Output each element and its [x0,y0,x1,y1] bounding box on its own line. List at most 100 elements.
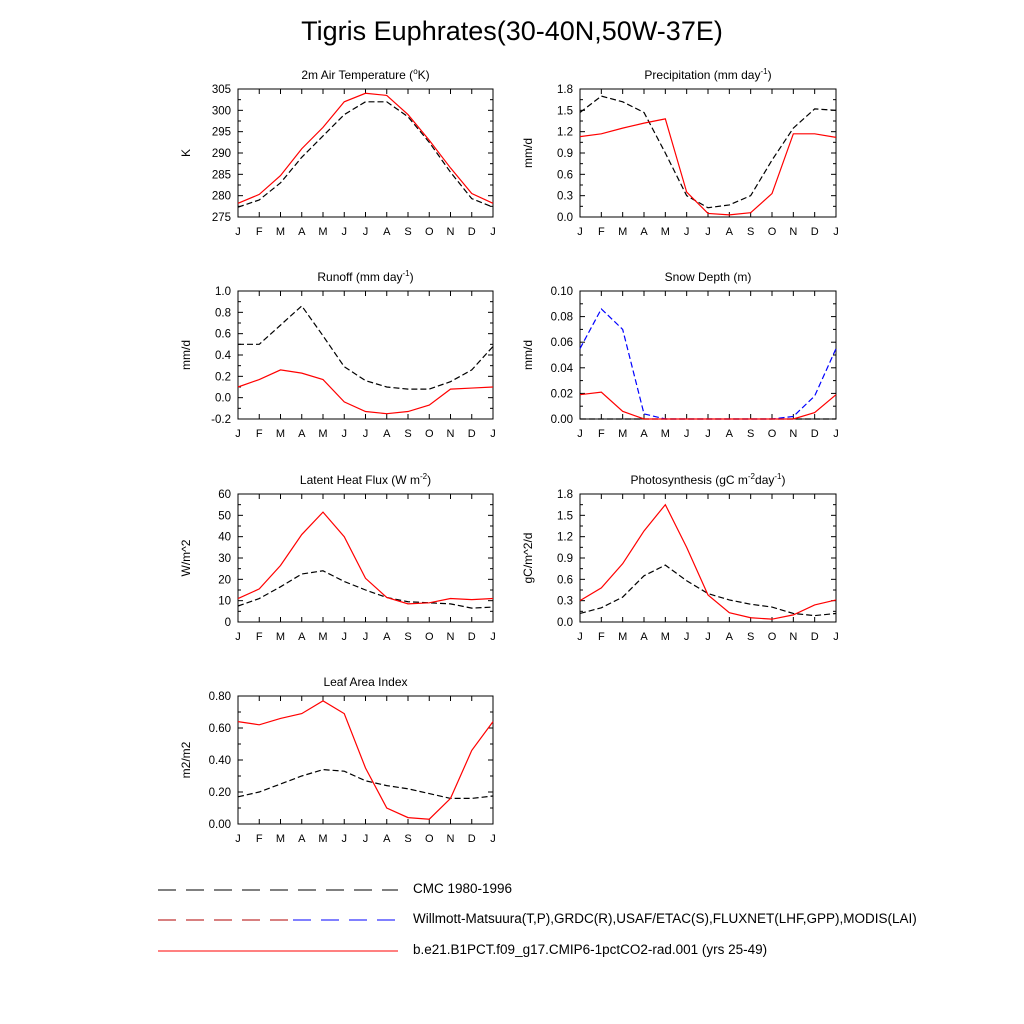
x-tick-label: M [276,631,285,643]
panel-title: Precipitation (mm day-1) [644,67,771,82]
y-tick-label: 0.02 [551,388,573,400]
x-tick-label: J [705,226,711,238]
x-tick-label: J [235,631,241,643]
y-tick-label: 0.0 [557,617,573,629]
y-tick-label: 0.4 [215,350,232,362]
x-tick-label: A [298,631,306,643]
y-tick-label: 0.60 [209,723,231,735]
x-tick-label: J [833,226,839,238]
x-tick-label: F [598,428,605,440]
panel-title: Latent Heat Flux (W m-2) [300,472,431,487]
y-tick-label: -0.2 [211,414,231,426]
x-tick-label: J [833,631,839,643]
x-tick-label: J [342,226,348,238]
figure-title: Tigris Euphrates(30-40N,50W-37E) [301,16,723,46]
x-tick-label: S [404,833,411,845]
y-tick-label: 0.06 [551,337,573,349]
x-tick-label: A [726,428,734,440]
x-tick-label: J [577,428,583,440]
x-tick-label: J [490,833,496,845]
y-tick-label: 0.40 [209,755,231,767]
x-tick-label: J [577,631,583,643]
x-tick-label: J [833,428,839,440]
panel-snow-depth: J F M A M J J A S O N D J 0.00 0.02 0.04 0.06 0.08 0.10 Sno… [521,270,839,440]
y-tick-label: 0.6 [557,574,573,586]
y-tick-label: 50 [218,510,231,522]
panel-title-text: 2m Air Temperature ( [301,68,413,82]
y-tick-label: 1.8 [557,84,573,96]
x-tick-label: M [318,631,327,643]
x-tick-label: S [404,226,411,238]
x-tick-label: M [661,226,670,238]
panel-photosynthesis: J F M A M J J A S O N D J 0.0 0.3 0.6 0.9 1.2 1.5 1.8 Photos… [521,472,839,643]
plot-frame [579,493,837,623]
series-line-cmc [238,305,494,390]
x-tick-label: J [490,226,496,238]
panel-runoff: J F M A M J J A S O N D J-0.20.00.20.40.60.81.0Runof… [179,269,496,440]
panel-title-text: Precipitation (mm day [644,68,760,82]
x-tick-label: A [726,226,734,238]
legend-label-obs: Willmott-Matsuura(T,P),GRDC(R),USAF/ETAC… [413,911,917,926]
y-tick-label: 1.8 [557,489,573,501]
y-tick-label: 20 [218,574,231,586]
panel-title-baseline: ) [768,68,772,82]
y-axis-label: mm/d [521,340,535,370]
legend-swatch-model [158,950,398,952]
x-tick-label: A [383,226,391,238]
x-tick-label: M [318,226,327,238]
plot-frame [237,290,494,420]
series-line-cmc [237,101,494,208]
y-tick-label: 295 [212,127,231,139]
panel-title-baseline: ) [782,473,786,487]
x-tick-label: A [640,631,648,643]
x-tick-label: F [256,833,263,845]
x-tick-label: A [298,226,306,238]
x-tick-label: J [342,833,348,845]
y-tick-label: 1.0 [215,286,231,298]
x-tick-label: F [256,428,263,440]
y-tick-label: 0.20 [209,787,231,799]
x-tick-label: A [640,226,648,238]
plot-frame [579,88,837,218]
y-tick-label: 1.2 [557,532,573,544]
x-tick-label: O [425,428,434,440]
x-tick-label: M [276,226,285,238]
y-tick-label: 0.0 [557,212,573,224]
x-tick-label: F [598,631,605,643]
y-tick-label: 30 [218,553,231,565]
x-tick-label: J [490,428,496,440]
x-tick-label: J [705,631,711,643]
panel-title: 2m Air Temperature (oK) [301,67,429,82]
x-tick-label: M [276,833,285,845]
y-tick-label: 280 [212,191,231,203]
y-axis-label: m2/m2 [179,741,193,778]
x-tick-label: M [661,428,670,440]
y-tick-label: 0.3 [557,191,573,203]
panel-title-text: Runoff (mm day [317,270,402,284]
y-tick-label: 60 [218,489,231,501]
x-tick-label: A [298,428,306,440]
x-tick-label: D [811,428,819,440]
x-tick-label: F [598,226,605,238]
x-tick-label: J [577,226,583,238]
x-tick-label: N [447,428,455,440]
x-tick-label: O [425,226,434,238]
series-line-cmc [237,570,494,609]
y-tick-label: 0.2 [215,371,231,383]
x-tick-label: S [404,631,411,643]
x-tick-label: S [747,631,754,643]
y-tick-label: 0.04 [551,363,574,375]
x-tick-label: D [468,833,476,845]
x-tick-label: J [363,428,369,440]
series-line-model [579,391,837,420]
panel-title: Snow Depth (m) [665,270,752,284]
x-tick-label: M [661,631,670,643]
y-tick-label: 40 [218,532,231,544]
plot-frame [237,493,494,623]
x-tick-label: D [811,226,819,238]
x-tick-label: J [684,631,690,643]
x-tick-label: S [747,226,754,238]
x-tick-label: A [298,833,306,845]
panel-title-text: Snow Depth (m) [665,270,752,284]
